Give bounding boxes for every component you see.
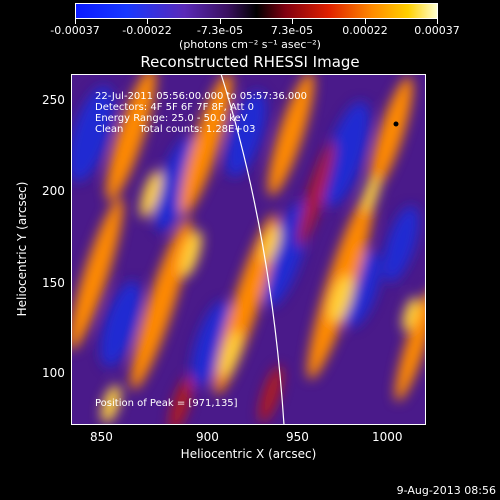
colorbar-label: 7.3e-05 bbox=[270, 24, 314, 37]
colorbar-label: -7.3e-05 bbox=[196, 24, 244, 37]
y-tick-label: 250 bbox=[42, 93, 65, 107]
colorbar-label: -0.00037 bbox=[50, 24, 100, 37]
info-energy: Energy Range: 25.0 - 50.0 keV bbox=[95, 113, 248, 124]
y-tick-label: 200 bbox=[42, 184, 65, 198]
colorbar-tick bbox=[220, 18, 221, 24]
info-detectors: Detectors: 4F 5F 6F 7F 8F, Att 0 bbox=[95, 102, 255, 113]
rhessi-image bbox=[71, 74, 426, 425]
x-tick-label: 950 bbox=[286, 430, 309, 444]
colorbar-units: (photons cm⁻² s⁻¹ asec⁻²) bbox=[179, 38, 321, 51]
info-time: 22-Jul-2011 05:56:00.000 to 05:57:36.000 bbox=[95, 91, 307, 102]
colorbar-tick bbox=[292, 18, 293, 24]
peak-position: Position of Peak = [971,135] bbox=[95, 398, 238, 409]
colorbar-label: 0.00022 bbox=[342, 24, 388, 37]
y-axis-label: Heliocentric Y (arcsec) bbox=[15, 181, 29, 317]
y-tick-label: 150 bbox=[42, 276, 65, 290]
y-tick-label: 100 bbox=[42, 366, 65, 380]
x-axis-label: Heliocentric X (arcsec) bbox=[180, 447, 317, 461]
colorbar-label: 0.00037 bbox=[414, 24, 460, 37]
colorbar-label: -0.00022 bbox=[122, 24, 172, 37]
date-stamp: 9-Aug-2013 08:56 bbox=[396, 484, 496, 497]
x-tick-label: 900 bbox=[196, 430, 219, 444]
colorbar-tick bbox=[437, 18, 438, 24]
info-clean: Clean Total counts: 1.28E+03 bbox=[95, 124, 256, 135]
image-title: Reconstructed RHESSI Image bbox=[140, 53, 360, 71]
colorbar-tick bbox=[147, 18, 148, 24]
x-tick-label: 1000 bbox=[372, 430, 403, 444]
x-tick-label: 850 bbox=[90, 430, 113, 444]
colorbar-tick bbox=[365, 18, 366, 24]
colorbar bbox=[75, 3, 438, 19]
colorbar-tick bbox=[75, 18, 76, 24]
